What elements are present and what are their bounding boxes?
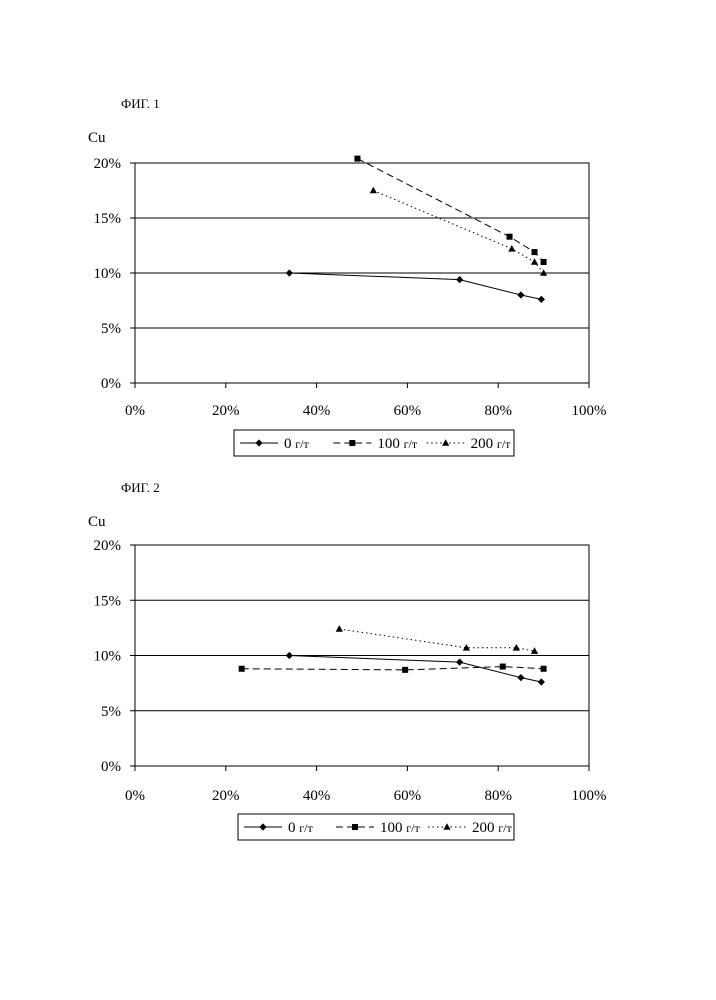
- x-tick-label: 100%: [572, 403, 607, 419]
- x-tick-label: 20%: [212, 403, 240, 419]
- legend-series-name: 0: [288, 820, 299, 836]
- x-tick-label: 60%: [394, 788, 422, 804]
- y-tick-label: 10%: [94, 649, 122, 665]
- legend-label: 200 г/т: [472, 820, 513, 836]
- x-tick-label: 100%: [572, 788, 607, 804]
- data-point: [540, 269, 547, 276]
- data-point: [538, 678, 545, 685]
- series-200: [370, 187, 547, 276]
- data-point: [354, 156, 360, 162]
- figure-title: ФИГ. 1: [121, 96, 160, 111]
- x-tick-label: 40%: [303, 403, 331, 419]
- y-tick-label: 5%: [101, 704, 121, 720]
- x-tick-label: 0%: [125, 403, 145, 419]
- data-point: [538, 296, 545, 303]
- y-tick-label: 0%: [101, 376, 121, 392]
- data-point: [239, 666, 245, 672]
- series-100: [354, 156, 546, 265]
- series-100: [239, 664, 547, 673]
- legend-series-unit: г/т: [295, 437, 309, 451]
- figure-1: ФИГ. 1 Cu 0% 5% 10% 15% 20% 0% 20% 40% 60% 80% 100% 0…: [0, 0, 716, 470]
- legend-series-unit: г/т: [498, 821, 512, 835]
- data-point: [500, 664, 506, 670]
- series-line: [357, 159, 543, 262]
- data-point: [456, 276, 463, 283]
- data-point: [517, 674, 524, 681]
- data-point: [456, 659, 463, 666]
- x-tick-label: 60%: [394, 403, 422, 419]
- data-point: [541, 666, 547, 672]
- series-line: [373, 191, 543, 274]
- legend-marker: [352, 824, 358, 830]
- series-line: [242, 667, 544, 670]
- legend-series-name: 200: [472, 820, 498, 836]
- legend-label: 100 г/т: [380, 820, 421, 836]
- y-tick-label: 20%: [94, 538, 122, 554]
- data-point: [336, 625, 343, 632]
- data-point: [402, 667, 408, 673]
- data-point: [531, 258, 538, 265]
- data-point: [532, 249, 538, 255]
- legend-series-name: 100: [377, 436, 403, 452]
- series-200: [336, 625, 538, 654]
- series-0: [286, 269, 545, 303]
- y-axis-label: Cu: [88, 130, 106, 146]
- y-tick-label: 20%: [94, 156, 122, 172]
- legend-series-name: 200: [471, 436, 497, 452]
- legend-label: 0 г/т: [288, 820, 314, 836]
- legend-series-name: 0: [284, 436, 295, 452]
- x-tick-label: 20%: [212, 788, 240, 804]
- legend-series-unit: г/т: [406, 821, 420, 835]
- legend-marker: [349, 440, 355, 446]
- series-0: [286, 652, 545, 686]
- y-tick-label: 15%: [94, 593, 122, 609]
- x-tick-label: 0%: [125, 788, 145, 804]
- legend-label: 0 г/т: [284, 436, 310, 452]
- x-tick-label: 80%: [484, 788, 512, 804]
- legend-series-unit: г/т: [299, 821, 313, 835]
- data-point: [541, 259, 547, 265]
- y-tick-label: 10%: [94, 266, 122, 282]
- y-axis-label: Cu: [88, 514, 106, 530]
- data-point: [508, 245, 515, 252]
- data-point: [517, 291, 524, 298]
- data-point: [286, 652, 293, 659]
- y-tick-label: 15%: [94, 211, 122, 227]
- legend-label: 200 г/т: [471, 436, 512, 452]
- legend-series-name: 100: [380, 820, 406, 836]
- y-tick-label: 0%: [101, 759, 121, 775]
- x-tick-label: 40%: [303, 788, 331, 804]
- data-point: [370, 187, 377, 194]
- legend: 0 г/т100 г/т200 г/т: [238, 814, 514, 840]
- figure-title: ФИГ. 2: [121, 480, 160, 495]
- y-tick-label: 5%: [101, 321, 121, 337]
- figure-2: ФИГ. 2 Cu 0% 5% 10% 15% 20% 0% 20% 40% 60% 80% 100% 0…: [0, 470, 716, 870]
- data-point: [286, 269, 293, 276]
- x-tick-label: 80%: [484, 403, 512, 419]
- legend-series-unit: г/т: [404, 437, 418, 451]
- data-point: [507, 234, 513, 240]
- legend: 0 г/т100 г/т200 г/т: [234, 430, 514, 456]
- chart-1: ФИГ. 1 Cu 0% 5% 10% 15% 20% 0% 20% 40% 60% 80% 100% 0…: [0, 0, 716, 470]
- chart-2: ФИГ. 2 Cu 0% 5% 10% 15% 20% 0% 20% 40% 60% 80% 100% 0…: [0, 470, 716, 870]
- legend-series-unit: г/т: [497, 437, 511, 451]
- legend-label: 100 г/т: [377, 436, 418, 452]
- series-line: [289, 273, 541, 299]
- series-line: [339, 629, 534, 651]
